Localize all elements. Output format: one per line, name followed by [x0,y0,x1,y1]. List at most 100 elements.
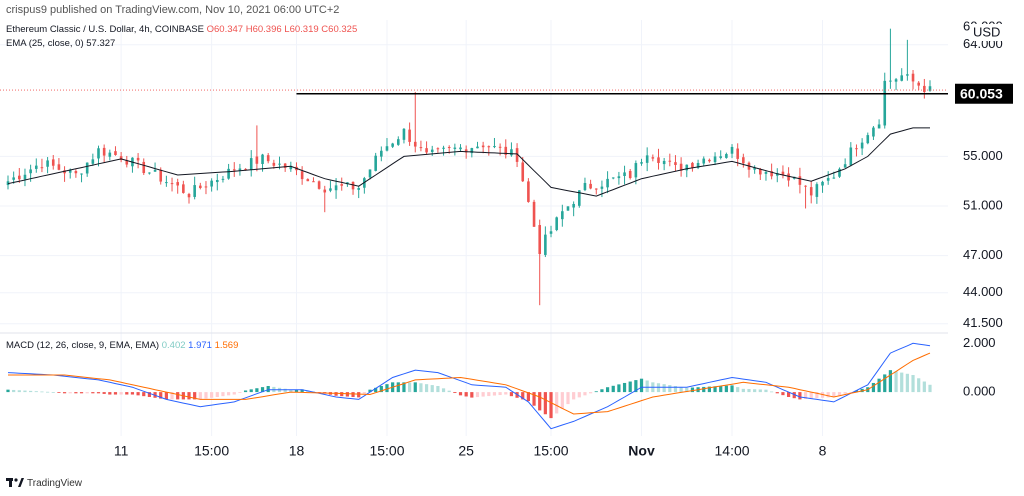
candle-140 [798,167,802,194]
candle-133 [759,167,762,180]
candle-body [153,169,157,172]
candle-body [464,149,468,153]
candle-body [459,147,462,150]
candle-body [566,206,570,211]
candle-body [199,185,202,189]
macd-hist-bar-133 [758,389,762,393]
macd-hist-bar-84 [481,392,485,397]
candle-160 [911,69,915,90]
candle-body [928,86,932,91]
candle-117 [668,153,672,167]
macd-hist-bar-51 [294,389,299,393]
macd-hist-bar-30 [176,392,180,400]
candle-144 [821,180,824,193]
candle-body [606,178,609,188]
candle-body [719,156,723,158]
macd-hist-bar-1 [12,389,16,393]
macd-tick-1: 0.000 [963,384,996,399]
macd-hist-bar-40 [232,392,236,395]
candle-body [826,178,830,181]
candle-body [244,168,247,170]
candle-149 [849,142,853,167]
candle-body [725,154,728,158]
candle-body [430,149,434,152]
candle-body [679,163,683,171]
candle-82 [470,147,474,158]
macd-hist-bar-8 [51,392,55,393]
candle-86 [493,137,496,149]
macd-hist-bar-94 [538,392,542,411]
time-axis: 11 15:00 18 15:00 25 15:00 Nov 14:00 8 [114,443,827,459]
macd-hist-bar-132 [753,389,757,393]
macd-hist-bar-10 [62,392,67,394]
macd-hist-bar-15 [91,392,95,394]
resistance-label-text: 60.053 [960,85,1003,101]
candle-0 [6,175,10,190]
macd-hist-bar-128 [730,385,734,393]
candle-136 [775,168,779,183]
macd-hist-bar-82 [470,392,474,398]
macd-hist-bar-107 [611,385,615,393]
candle-35 [204,181,208,195]
candle-body [628,170,632,179]
candle-37 [215,173,219,191]
candle-body [227,168,230,179]
macd-hist-bar-44 [255,388,259,393]
macd-hist-bar-130 [741,388,745,393]
candle-12 [74,169,78,178]
macd-hist-bar-6 [40,391,44,393]
macd-hist-bar-32 [187,392,191,400]
candle-7 [46,157,49,174]
candle-84 [481,141,485,154]
time-tick-7: 14:00 [715,443,750,459]
macd-hist-bar-162 [922,381,926,393]
candle-body [6,181,10,186]
candle-body [544,234,547,255]
candle-38 [221,175,225,183]
candle-150 [855,144,858,157]
macd-hist-bar-150 [854,390,859,393]
macd-hist-bar-146 [832,392,836,397]
candle-16 [97,145,100,167]
macd-hist-bar-33 [193,392,197,400]
candle-115 [657,148,660,170]
candle-107 [611,177,615,180]
candle-100 [572,201,575,217]
macd-tick-0: 2.000 [963,335,996,350]
candle-28 [165,175,168,187]
candle-body [57,164,61,170]
candle-106 [606,171,609,194]
candle-body [182,184,185,193]
candle-body [232,169,236,171]
macd-legend-label: MACD (12, 26, close, 9, EMA, EMA) [6,340,160,351]
candle-body [210,180,213,187]
candle-body [713,156,717,163]
candle-body [691,162,694,168]
candle-body [215,179,219,183]
candle-96 [549,225,553,238]
candle-body [668,160,672,162]
candle-body [702,158,706,164]
macd-hist-bar-65 [374,387,378,393]
macd-hist-bar-62 [357,392,361,398]
macd-hist-bar-96 [549,392,553,419]
macd-hist-bar-138 [786,392,791,397]
currency-label-bg [970,24,1004,41]
candle-66 [380,146,383,162]
macd-hist-bar-118 [673,386,678,393]
ema-legend-value: 57.327 [86,38,116,49]
candle-body [125,160,129,165]
currency-label: USD [973,24,1000,39]
macd-hist-bar-14 [85,392,89,394]
candle-body [170,183,174,185]
macd-hist-bar-120 [685,387,689,393]
candle-body [923,85,926,92]
candle-body [481,145,485,148]
candle-114 [651,154,655,162]
candle-body [119,156,123,161]
candle-92 [527,178,530,203]
candle-body [804,185,807,187]
macd-hist-bar-76 [436,386,440,393]
candle-body [29,169,32,174]
macd-hist-bar-63 [362,392,366,394]
